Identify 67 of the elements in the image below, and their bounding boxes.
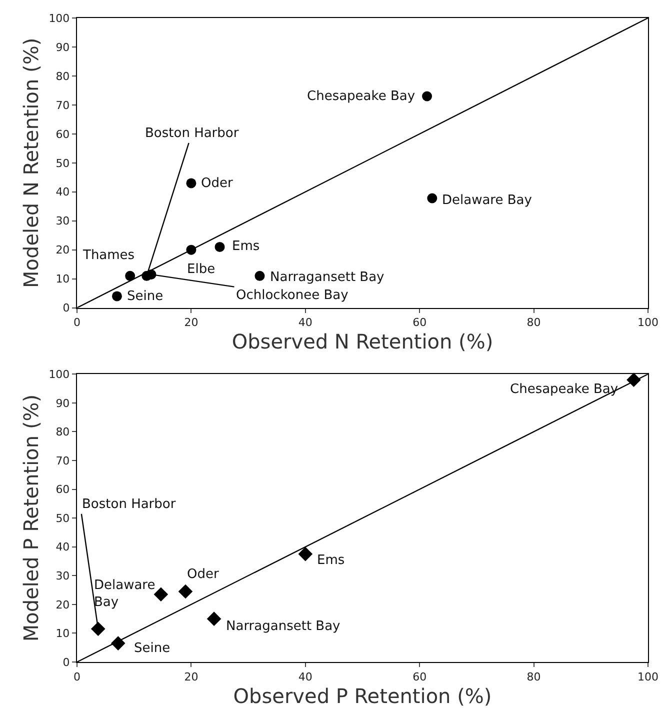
x-tick-label: 100: [638, 316, 658, 330]
y-tick-label: 10: [56, 272, 70, 286]
x-tick-label: 40: [298, 670, 312, 684]
y-tick-label: 0: [62, 302, 70, 315]
annotation: Oder: [187, 567, 220, 582]
x-tick-label: 0: [74, 670, 80, 684]
point: [214, 242, 225, 252]
y-tick-label: 100: [48, 12, 70, 25]
annotation: Seine: [134, 641, 170, 656]
point: [154, 587, 168, 602]
annotation: Chesapeake Bay: [510, 382, 618, 397]
annotation: Thames: [82, 248, 135, 263]
annotation: Elbe: [187, 262, 216, 277]
y-tick-label: 70: [56, 454, 70, 468]
point: [90, 622, 106, 636]
y-tick-label: 60: [56, 483, 70, 496]
x-axis-title: Observed P Retention (%): [233, 684, 492, 708]
y-tick-label: 50: [56, 512, 70, 525]
y-tick-label: 60: [56, 128, 70, 141]
y-tick-label: 40: [56, 540, 70, 554]
point: [254, 270, 265, 281]
y-tick-label: 70: [56, 98, 70, 112]
point: [422, 91, 432, 102]
y-tick-label: 40: [56, 186, 70, 199]
annotation: Boston Harbor: [82, 497, 176, 512]
annotation: Oder: [201, 176, 234, 191]
y-axis-title: Modeled P Retention (%): [19, 394, 44, 642]
y-tick-label: 80: [56, 70, 70, 83]
point: [206, 612, 222, 626]
annotation: Narragansett Bay: [226, 619, 341, 634]
point: [125, 270, 136, 281]
y-tick-label: 30: [56, 214, 70, 228]
y-tick-label: 50: [56, 156, 70, 170]
x-tick-label: 60: [412, 316, 427, 330]
y-tick-label: 90: [56, 40, 70, 54]
annotation: Seine: [127, 289, 164, 304]
x-tick-label: 20: [184, 316, 198, 330]
annotation: Chesapeake Bay: [307, 89, 416, 104]
x-tick-label: 80: [526, 316, 541, 330]
point: [427, 193, 438, 204]
x-tick-label: 80: [526, 670, 541, 684]
y-tick-label: 0: [62, 656, 70, 669]
point: [298, 546, 313, 562]
y-tick-label: 20: [56, 244, 70, 257]
x-axis-title: Observed N Retention (%): [232, 330, 494, 354]
y-tick-label: 10: [56, 627, 70, 640]
point: [178, 584, 193, 599]
annotation: Narragansett Bay: [270, 270, 385, 285]
annotation: Ochlockonee Bay: [236, 288, 349, 303]
annotation: Boston Harbor: [145, 126, 240, 141]
x-tick-label: 40: [298, 316, 312, 330]
annotation: Ems: [317, 553, 345, 568]
x-tick-label: 60: [412, 670, 427, 684]
point: [112, 291, 122, 302]
y-tick-label: 20: [56, 598, 70, 612]
x-tick-label: 20: [184, 670, 198, 684]
x-tick-label: 100: [638, 670, 658, 684]
x-tick-label: 0: [74, 316, 80, 330]
y-tick-label: 90: [56, 396, 70, 410]
annotation: Delaware Bay: [94, 578, 156, 610]
annotation: Delaware Bay: [442, 193, 532, 208]
y-tick-label: 30: [56, 569, 70, 582]
annotation: Ems: [232, 239, 260, 254]
y-tick-label: 80: [56, 426, 70, 439]
point: [186, 178, 196, 188]
y-axis-title: Modeled N Retention (%): [19, 38, 44, 288]
y-tick-label: 100: [48, 368, 70, 381]
